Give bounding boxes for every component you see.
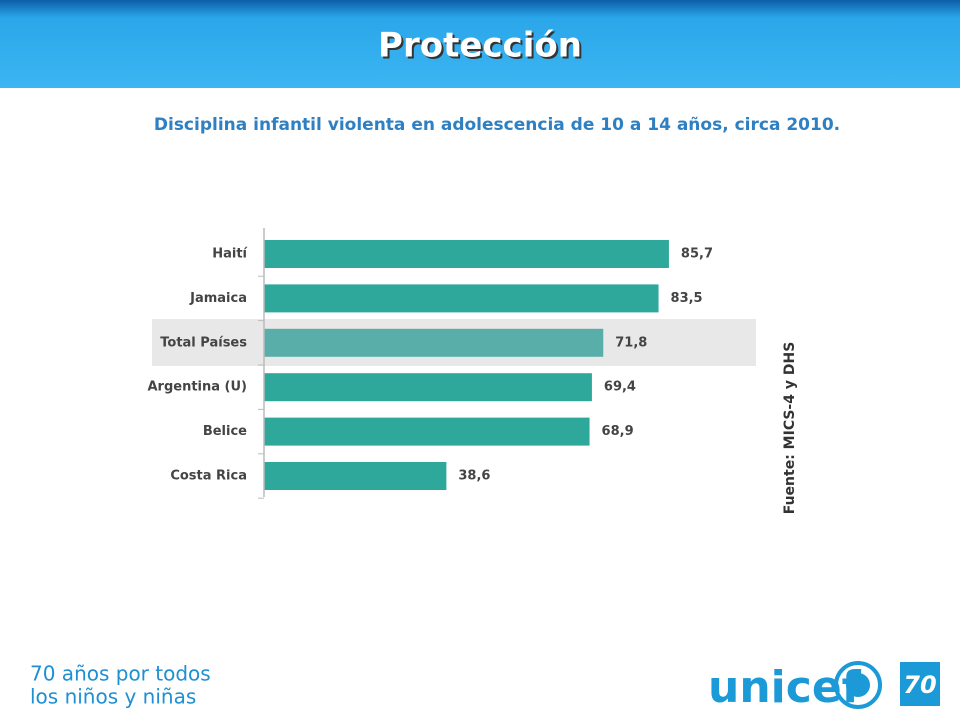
- category-label: Belice: [203, 424, 247, 439]
- bar: [264, 373, 592, 402]
- bar: [264, 328, 604, 357]
- source-note: Fuente: MICS-4 y DHS: [782, 342, 798, 515]
- category-label: Haití: [212, 247, 248, 262]
- bar: [264, 462, 447, 490]
- slogan-line: los niños y niñas: [30, 685, 196, 709]
- logo-emblem-core: [846, 673, 870, 697]
- category-label: Total Países: [160, 335, 247, 350]
- logo-emblem: [834, 661, 882, 709]
- value-label: 85,7: [681, 247, 713, 262]
- bar: [264, 240, 669, 268]
- value-label: 69,4: [604, 380, 636, 395]
- value-label: 38,6: [458, 469, 490, 484]
- category-label: Jamaica: [189, 291, 247, 306]
- value-label: 83,5: [671, 291, 703, 306]
- subtitle: Disciplina infantil violenta en adolesce…: [154, 115, 840, 135]
- anniversary-text: 70: [903, 671, 936, 699]
- bar: [264, 417, 590, 446]
- header-band: [0, 0, 960, 88]
- chart: Haití 85,7 Jamaica 83,5 Total Países 71,8 Arge…: [147, 240, 713, 499]
- logo-text: unicef: [708, 662, 862, 713]
- value-label: 71,8: [615, 335, 647, 350]
- title: Protección: [378, 26, 582, 66]
- value-label: 68,9: [602, 424, 634, 439]
- category-label: Argentina (U): [147, 380, 247, 395]
- category-label: Costa Rica: [170, 469, 247, 484]
- title-shadow: Protección: [380, 28, 584, 68]
- bar: [264, 284, 659, 313]
- anniversary-badge: [900, 662, 940, 706]
- slogan-line: 70 años por todos: [30, 662, 211, 686]
